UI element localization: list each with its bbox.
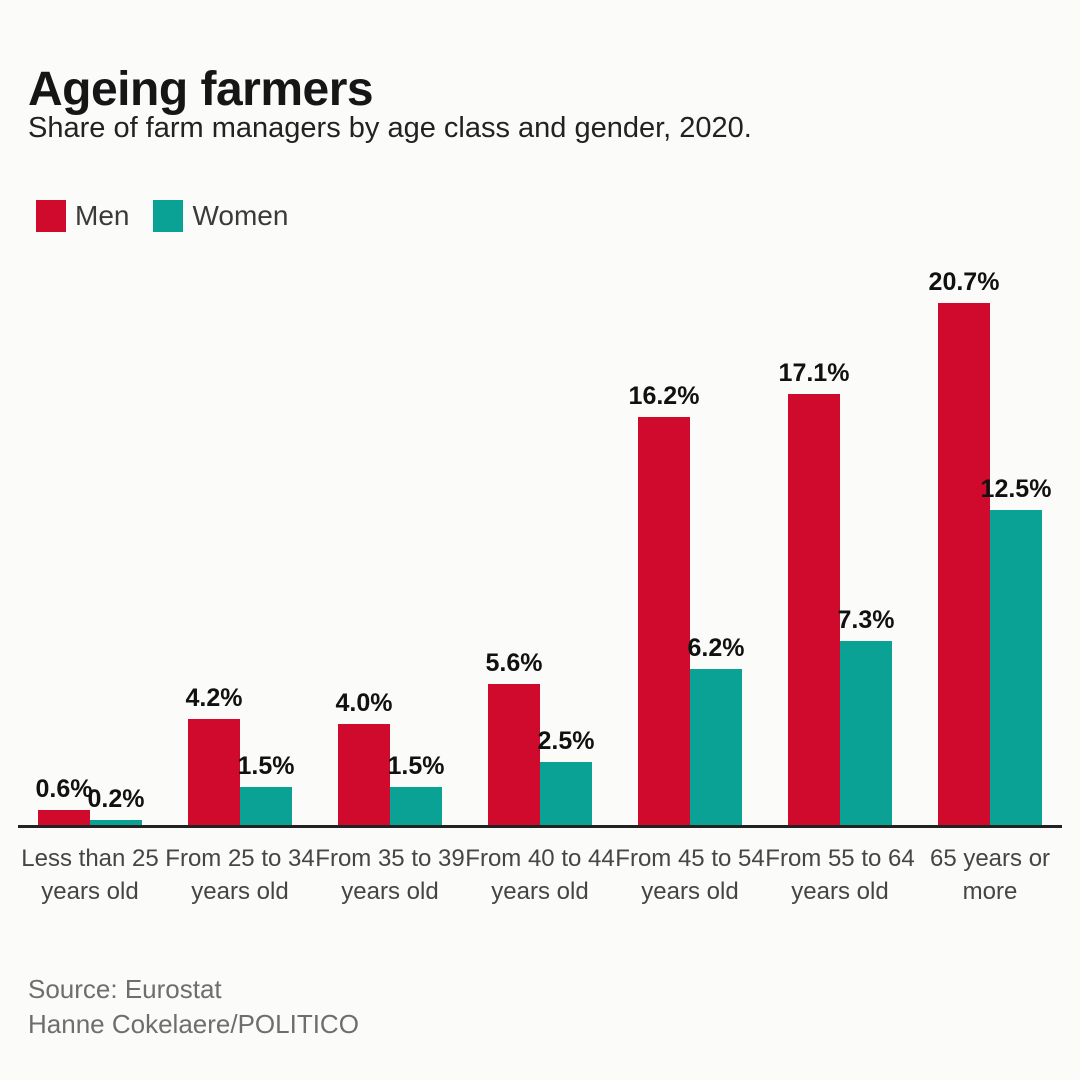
page-subtitle: Share of farm managers by age class and … <box>28 112 752 144</box>
bar-men-3 <box>488 684 540 825</box>
category-label-2: From 35 to 39 years old <box>302 842 478 908</box>
bar-men-1 <box>188 719 240 825</box>
chart-legend: Men Women <box>36 200 288 232</box>
women-color-swatch <box>153 200 184 232</box>
bar-men-5 <box>788 394 840 825</box>
value-label-women-0: 0.2% <box>87 785 145 813</box>
value-label-women-6: 12.5% <box>980 475 1052 503</box>
men-color-swatch <box>36 200 66 232</box>
grouped-bar-chart: 0.6% 0.2% Less than 25 years old 4.2% 1.5% Fro… <box>18 248 1062 905</box>
value-label-women-1: 1.5% <box>237 752 295 780</box>
value-label-men-6: 20.7% <box>928 268 1000 296</box>
value-label-women-2: 1.5% <box>387 752 445 780</box>
category-label-line: more <box>962 878 1018 905</box>
bar-women-1 <box>240 787 292 825</box>
category-label-4: From 45 to 54 years old <box>602 842 778 908</box>
value-label-men-1: 4.2% <box>185 684 243 712</box>
x-axis-line <box>18 825 1062 828</box>
bar-women-6 <box>990 510 1042 825</box>
category-label-line: years old <box>491 878 589 905</box>
credit-text: Hanne Cokelaere/POLITICO <box>28 1009 359 1039</box>
bar-men-0 <box>38 810 90 825</box>
source-block: Source: Eurostat Hanne Cokelaere/POLITIC… <box>28 972 359 1042</box>
category-label-line: years old <box>41 878 139 905</box>
value-label-men-2: 4.0% <box>335 689 393 717</box>
value-label-men-3: 5.6% <box>485 649 543 677</box>
category-label-3: From 40 to 44 years old <box>452 842 628 908</box>
category-label-line: Less than 25 <box>21 845 159 872</box>
bar-women-4 <box>690 669 742 825</box>
category-label-line: From 45 to 54 <box>615 845 765 872</box>
value-label-women-5: 7.3% <box>837 606 895 634</box>
category-label-5: From 55 to 64 years old <box>752 842 928 908</box>
bar-men-6 <box>938 303 990 825</box>
value-label-men-0: 0.6% <box>35 775 93 803</box>
bar-women-3 <box>540 762 592 825</box>
category-label-line: From 55 to 64 <box>765 845 915 872</box>
category-label-line: years old <box>341 878 439 905</box>
value-label-men-4: 16.2% <box>628 382 700 410</box>
category-label-6: 65 years or more <box>902 842 1078 908</box>
bar-men-4 <box>638 417 690 825</box>
value-label-women-3: 2.5% <box>537 727 595 755</box>
legend-label-women: Women <box>192 200 289 231</box>
bar-women-5 <box>840 641 892 825</box>
bar-women-0 <box>90 820 142 825</box>
value-label-men-5: 17.1% <box>778 359 850 387</box>
category-label-1: From 25 to 34 years old <box>152 842 328 908</box>
category-label-line: years old <box>791 878 889 905</box>
legend-label-men: Men <box>75 200 130 231</box>
bar-women-2 <box>390 787 442 825</box>
legend-item-men: Men <box>36 200 129 232</box>
page-title: Ageing farmers <box>28 63 374 117</box>
category-label-line: From 25 to 34 <box>165 845 315 872</box>
source-text: Source: Eurostat <box>28 974 222 1004</box>
category-label-line: 65 years or <box>929 845 1051 872</box>
bar-men-2 <box>338 724 390 825</box>
category-label-line: years old <box>191 878 289 905</box>
category-label-line: From 40 to 44 <box>465 845 615 872</box>
category-label-line: From 35 to 39 <box>315 845 465 872</box>
legend-item-women: Women <box>153 200 288 232</box>
value-label-women-4: 6.2% <box>687 634 745 662</box>
category-label-0: Less than 25 years old <box>2 842 178 908</box>
category-label-line: years old <box>641 878 739 905</box>
